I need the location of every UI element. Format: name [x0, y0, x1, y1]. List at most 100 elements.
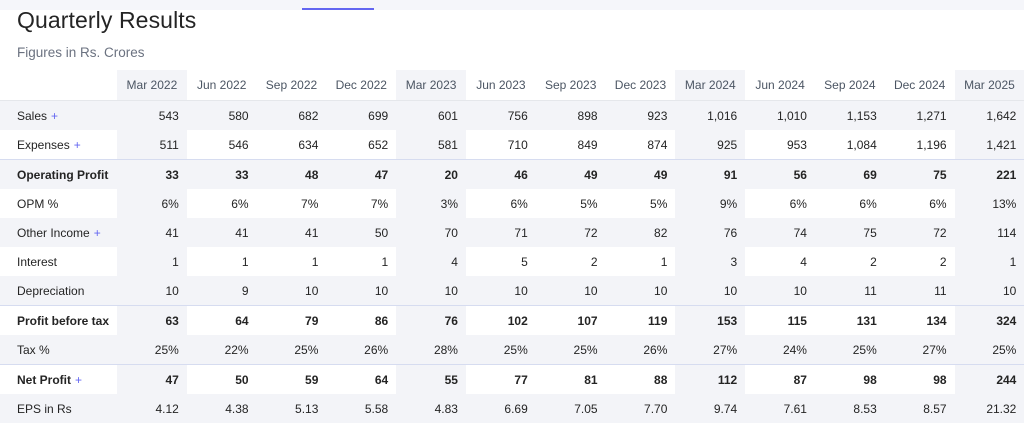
value-cell: 115: [745, 306, 815, 336]
value-cell: 1: [955, 247, 1024, 276]
value-cell: 64: [326, 365, 396, 395]
value-cell: 22%: [187, 335, 257, 365]
row-label[interactable]: Net Profit+: [0, 365, 117, 395]
value-cell: 5: [466, 247, 536, 276]
value-cell: 74: [745, 218, 815, 247]
value-cell: 6%: [885, 189, 955, 218]
expand-plus-icon[interactable]: +: [75, 373, 82, 387]
value-cell: 24%: [745, 335, 815, 365]
value-cell: 324: [955, 306, 1024, 336]
row-label-header: [0, 70, 117, 101]
value-cell: 82: [606, 218, 676, 247]
value-cell: 13%: [955, 189, 1024, 218]
value-cell: 2: [885, 247, 955, 276]
value-cell: 5.58: [326, 394, 396, 423]
value-cell: 8.57: [885, 394, 955, 423]
value-cell: 10: [745, 276, 815, 306]
value-cell: 5.13: [257, 394, 327, 423]
value-cell: 10: [955, 276, 1024, 306]
column-header: Dec 2023: [606, 70, 676, 101]
value-cell: 76: [675, 218, 745, 247]
value-cell: 10: [117, 276, 187, 306]
value-cell: 50: [326, 218, 396, 247]
value-cell: 55: [396, 365, 466, 395]
column-header: Jun 2023: [466, 70, 536, 101]
value-cell: 98: [885, 365, 955, 395]
value-cell: 1,271: [885, 101, 955, 131]
value-cell: 6%: [187, 189, 257, 218]
value-cell: 925: [675, 130, 745, 160]
value-cell: 6%: [745, 189, 815, 218]
value-cell: 699: [326, 101, 396, 131]
row-label[interactable]: Expenses +: [0, 130, 117, 160]
value-cell: 81: [536, 365, 606, 395]
value-cell: 88: [606, 365, 676, 395]
value-cell: 10: [257, 276, 327, 306]
value-cell: 1: [326, 247, 396, 276]
column-header: Dec 2022: [326, 70, 396, 101]
value-cell: 25%: [955, 335, 1024, 365]
value-cell: 5%: [606, 189, 676, 218]
value-cell: 91: [675, 160, 745, 190]
expand-plus-icon[interactable]: +: [94, 226, 101, 240]
value-cell: 33: [117, 160, 187, 190]
row-label: OPM %: [0, 189, 117, 218]
row-label: Profit before tax: [0, 306, 117, 336]
value-cell: 7%: [257, 189, 327, 218]
value-cell: 543: [117, 101, 187, 131]
row-label[interactable]: Other Income +: [0, 218, 117, 247]
value-cell: 10: [326, 276, 396, 306]
value-cell: 10: [396, 276, 466, 306]
value-cell: 7.05: [536, 394, 606, 423]
value-cell: 221: [955, 160, 1024, 190]
value-cell: 4.12: [117, 394, 187, 423]
value-cell: 70: [396, 218, 466, 247]
row-label-text: Sales: [17, 109, 47, 123]
value-cell: 50: [187, 365, 257, 395]
value-cell: 47: [117, 365, 187, 395]
value-cell: 1,016: [675, 101, 745, 131]
value-cell: 64: [187, 306, 257, 336]
value-cell: 25%: [815, 335, 885, 365]
expand-plus-icon[interactable]: +: [51, 109, 58, 123]
value-cell: 10: [606, 276, 676, 306]
value-cell: 98: [815, 365, 885, 395]
value-cell: 7.70: [606, 394, 676, 423]
row-label-text: Expenses: [17, 138, 70, 152]
section-title: Quarterly Results: [17, 7, 196, 34]
value-cell: 6%: [466, 189, 536, 218]
value-cell: 72: [536, 218, 606, 247]
value-cell: 11: [885, 276, 955, 306]
expand-plus-icon[interactable]: +: [74, 138, 81, 152]
value-cell: 581: [396, 130, 466, 160]
row-label[interactable]: Sales +: [0, 101, 117, 131]
row-label: EPS in Rs: [0, 394, 117, 423]
row-label-text: Operating Profit: [17, 168, 108, 182]
column-header: Sep 2022: [257, 70, 327, 101]
value-cell: 71: [466, 218, 536, 247]
value-cell: 601: [396, 101, 466, 131]
value-cell: 119: [606, 306, 676, 336]
value-cell: 75: [815, 218, 885, 247]
value-cell: 46: [466, 160, 536, 190]
value-cell: 102: [466, 306, 536, 336]
value-cell: 41: [117, 218, 187, 247]
value-cell: 4: [745, 247, 815, 276]
value-cell: 4.38: [187, 394, 257, 423]
value-cell: 77: [466, 365, 536, 395]
value-cell: 114: [955, 218, 1024, 247]
value-cell: 9: [187, 276, 257, 306]
row-label-text: Profit before tax: [17, 314, 109, 328]
value-cell: 3%: [396, 189, 466, 218]
value-cell: 874: [606, 130, 676, 160]
value-cell: 107: [536, 306, 606, 336]
value-cell: 11: [815, 276, 885, 306]
value-cell: 59: [257, 365, 327, 395]
row-label: Interest: [0, 247, 117, 276]
row-label-text: Other Income: [17, 226, 90, 240]
value-cell: 9.74: [675, 394, 745, 423]
value-cell: 25%: [466, 335, 536, 365]
